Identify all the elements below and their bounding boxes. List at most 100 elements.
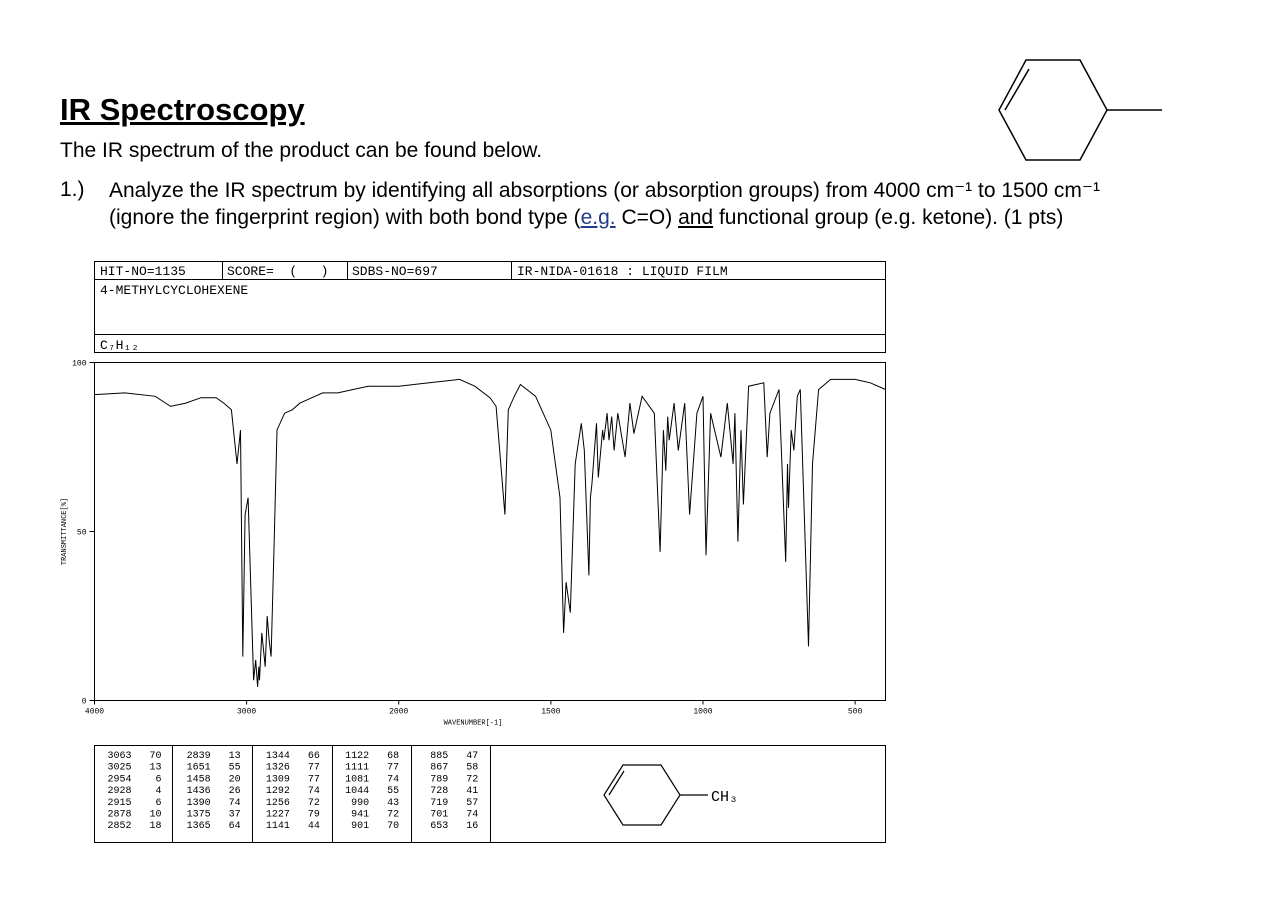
y-axis-label: TRANSMITTANCE[%] bbox=[61, 498, 69, 565]
peak-transmittance: 77 bbox=[308, 774, 320, 785]
peak-transmittance: 44 bbox=[308, 821, 320, 832]
peak-wavenumber: 885 bbox=[430, 751, 448, 762]
peak-wavenumber: 701 bbox=[430, 810, 448, 821]
peak-wavenumber: 1227 bbox=[266, 810, 290, 821]
peak-wavenumber: 1122 bbox=[345, 751, 369, 762]
peak-transmittance: 64 bbox=[229, 821, 241, 832]
peak-wavenumber: 728 bbox=[430, 786, 448, 797]
peak-transmittance: 74 bbox=[229, 798, 241, 809]
peak-wavenumber: 3025 bbox=[107, 763, 131, 774]
x-tick-label: 3000 bbox=[237, 708, 256, 717]
hit-no: HIT-NO=1135 bbox=[100, 264, 186, 279]
text: functional group (e.g. ketone). (1 pts) bbox=[713, 206, 1064, 229]
peak-transmittance: 57 bbox=[466, 798, 478, 809]
title: IR Spectroscopy bbox=[60, 92, 305, 127]
peak-wavenumber: 941 bbox=[351, 810, 369, 821]
peak-transmittance: 58 bbox=[466, 763, 478, 774]
peak-wavenumber: 867 bbox=[430, 763, 448, 774]
peak-transmittance: 55 bbox=[229, 763, 241, 774]
peak-transmittance: 26 bbox=[229, 786, 241, 797]
peak-transmittance: 70 bbox=[149, 751, 161, 762]
peak-transmittance: 37 bbox=[229, 810, 241, 821]
peak-transmittance: 74 bbox=[387, 774, 399, 785]
question-number: 1.) bbox=[60, 178, 85, 201]
compound: 4-METHYLCYCLOHEXENE bbox=[100, 283, 248, 298]
text: C=O) bbox=[615, 206, 679, 229]
peak-wavenumber: 1044 bbox=[345, 786, 369, 797]
y-tick-label: 50 bbox=[77, 529, 87, 538]
x-tick-label: 2000 bbox=[389, 708, 408, 717]
peak-transmittance: 41 bbox=[466, 786, 478, 797]
peak-transmittance: 13 bbox=[229, 751, 241, 762]
peak-transmittance: 10 bbox=[149, 810, 161, 821]
molecule bbox=[998, 59, 1162, 161]
peak-wavenumber: 653 bbox=[430, 821, 448, 832]
peak-wavenumber: 1081 bbox=[345, 774, 369, 785]
peak-wavenumber: 1326 bbox=[266, 763, 290, 774]
peak-wavenumber: 990 bbox=[351, 798, 369, 809]
formula: C₇H₁₂ bbox=[100, 338, 139, 353]
peak-wavenumber: 1141 bbox=[266, 821, 290, 832]
peak-transmittance: 4 bbox=[155, 786, 161, 797]
peak-transmittance: 72 bbox=[466, 774, 478, 785]
source: IR-NIDA-01618 : LIQUID FILM bbox=[517, 264, 728, 279]
peak-wavenumber: 1436 bbox=[187, 786, 211, 797]
peak-wavenumber: 1458 bbox=[187, 774, 211, 785]
x-tick-label: 1500 bbox=[541, 708, 560, 717]
text: (ignore the fingerprint region) with bot… bbox=[109, 206, 581, 229]
peak-wavenumber: 719 bbox=[430, 798, 448, 809]
peak-transmittance: 77 bbox=[387, 763, 399, 774]
peak-transmittance: 66 bbox=[308, 751, 320, 762]
x-axis-label: WAVENUMBER[-1] bbox=[444, 720, 503, 728]
peak-transmittance: 20 bbox=[229, 774, 241, 785]
peak-transmittance: 55 bbox=[387, 786, 399, 797]
peak-wavenumber: 3063 bbox=[107, 751, 131, 762]
peak-transmittance: 79 bbox=[308, 810, 320, 821]
peak-wavenumber: 2878 bbox=[107, 810, 131, 821]
peak-wavenumber: 1651 bbox=[187, 763, 211, 774]
peak-wavenumber: 1111 bbox=[345, 763, 369, 774]
peak-transmittance: 18 bbox=[149, 821, 161, 832]
peak-wavenumber: 1375 bbox=[187, 810, 211, 821]
structure-label: CH₃ bbox=[711, 789, 738, 806]
peak-transmittance: 16 bbox=[466, 821, 478, 832]
peak-transmittance: 6 bbox=[155, 774, 161, 785]
peak-transmittance: 47 bbox=[466, 751, 478, 762]
peak-transmittance: 72 bbox=[387, 810, 399, 821]
peak-wavenumber: 2954 bbox=[107, 774, 131, 785]
peak-transmittance: 77 bbox=[308, 763, 320, 774]
intro: The IR spectrum of the product can be fo… bbox=[60, 139, 543, 162]
sdbs-no: SDBS-NO=697 bbox=[352, 264, 438, 279]
peak-transmittance: 43 bbox=[387, 798, 399, 809]
text: e.g. bbox=[580, 206, 616, 229]
peak-wavenumber: 1292 bbox=[266, 786, 290, 797]
peak-wavenumber: 1344 bbox=[266, 751, 290, 762]
y-tick-label: 100 bbox=[72, 360, 87, 369]
spectrum-figure: HIT-NO=1135 SCORE= ( ) SDBS-NO=697 IR-NI… bbox=[61, 261, 886, 843]
x-tick-label: 1000 bbox=[693, 708, 712, 717]
peak-wavenumber: 1390 bbox=[187, 798, 211, 809]
peak-wavenumber: 789 bbox=[430, 774, 448, 785]
spectrum-line bbox=[94, 378, 886, 688]
question-line: (ignore the fingerprint region) with bot… bbox=[109, 206, 1063, 230]
peak-wavenumber: 1256 bbox=[266, 798, 290, 809]
peak-wavenumber: 2915 bbox=[107, 798, 131, 809]
text: and bbox=[678, 206, 714, 229]
peak-wavenumber: 901 bbox=[351, 821, 369, 832]
peak-wavenumber: 1365 bbox=[187, 821, 211, 832]
peak-wavenumber: 2839 bbox=[187, 751, 211, 762]
x-tick-label: 500 bbox=[848, 708, 863, 717]
peak-transmittance: 72 bbox=[308, 798, 320, 809]
peak-wavenumber: 2852 bbox=[107, 821, 131, 832]
x-tick-label: 4000 bbox=[85, 708, 104, 717]
peak-transmittance: 6 bbox=[155, 798, 161, 809]
peak-transmittance: 74 bbox=[308, 786, 320, 797]
score: SCORE= ( ) bbox=[227, 264, 328, 279]
peak-transmittance: 68 bbox=[387, 751, 399, 762]
peak-wavenumber: 2928 bbox=[107, 786, 131, 797]
y-tick-label: 0 bbox=[82, 698, 87, 707]
peak-transmittance: 13 bbox=[149, 763, 161, 774]
peak-transmittance: 70 bbox=[387, 821, 399, 832]
question-line: Analyze the IR spectrum by identifying a… bbox=[109, 179, 1100, 202]
